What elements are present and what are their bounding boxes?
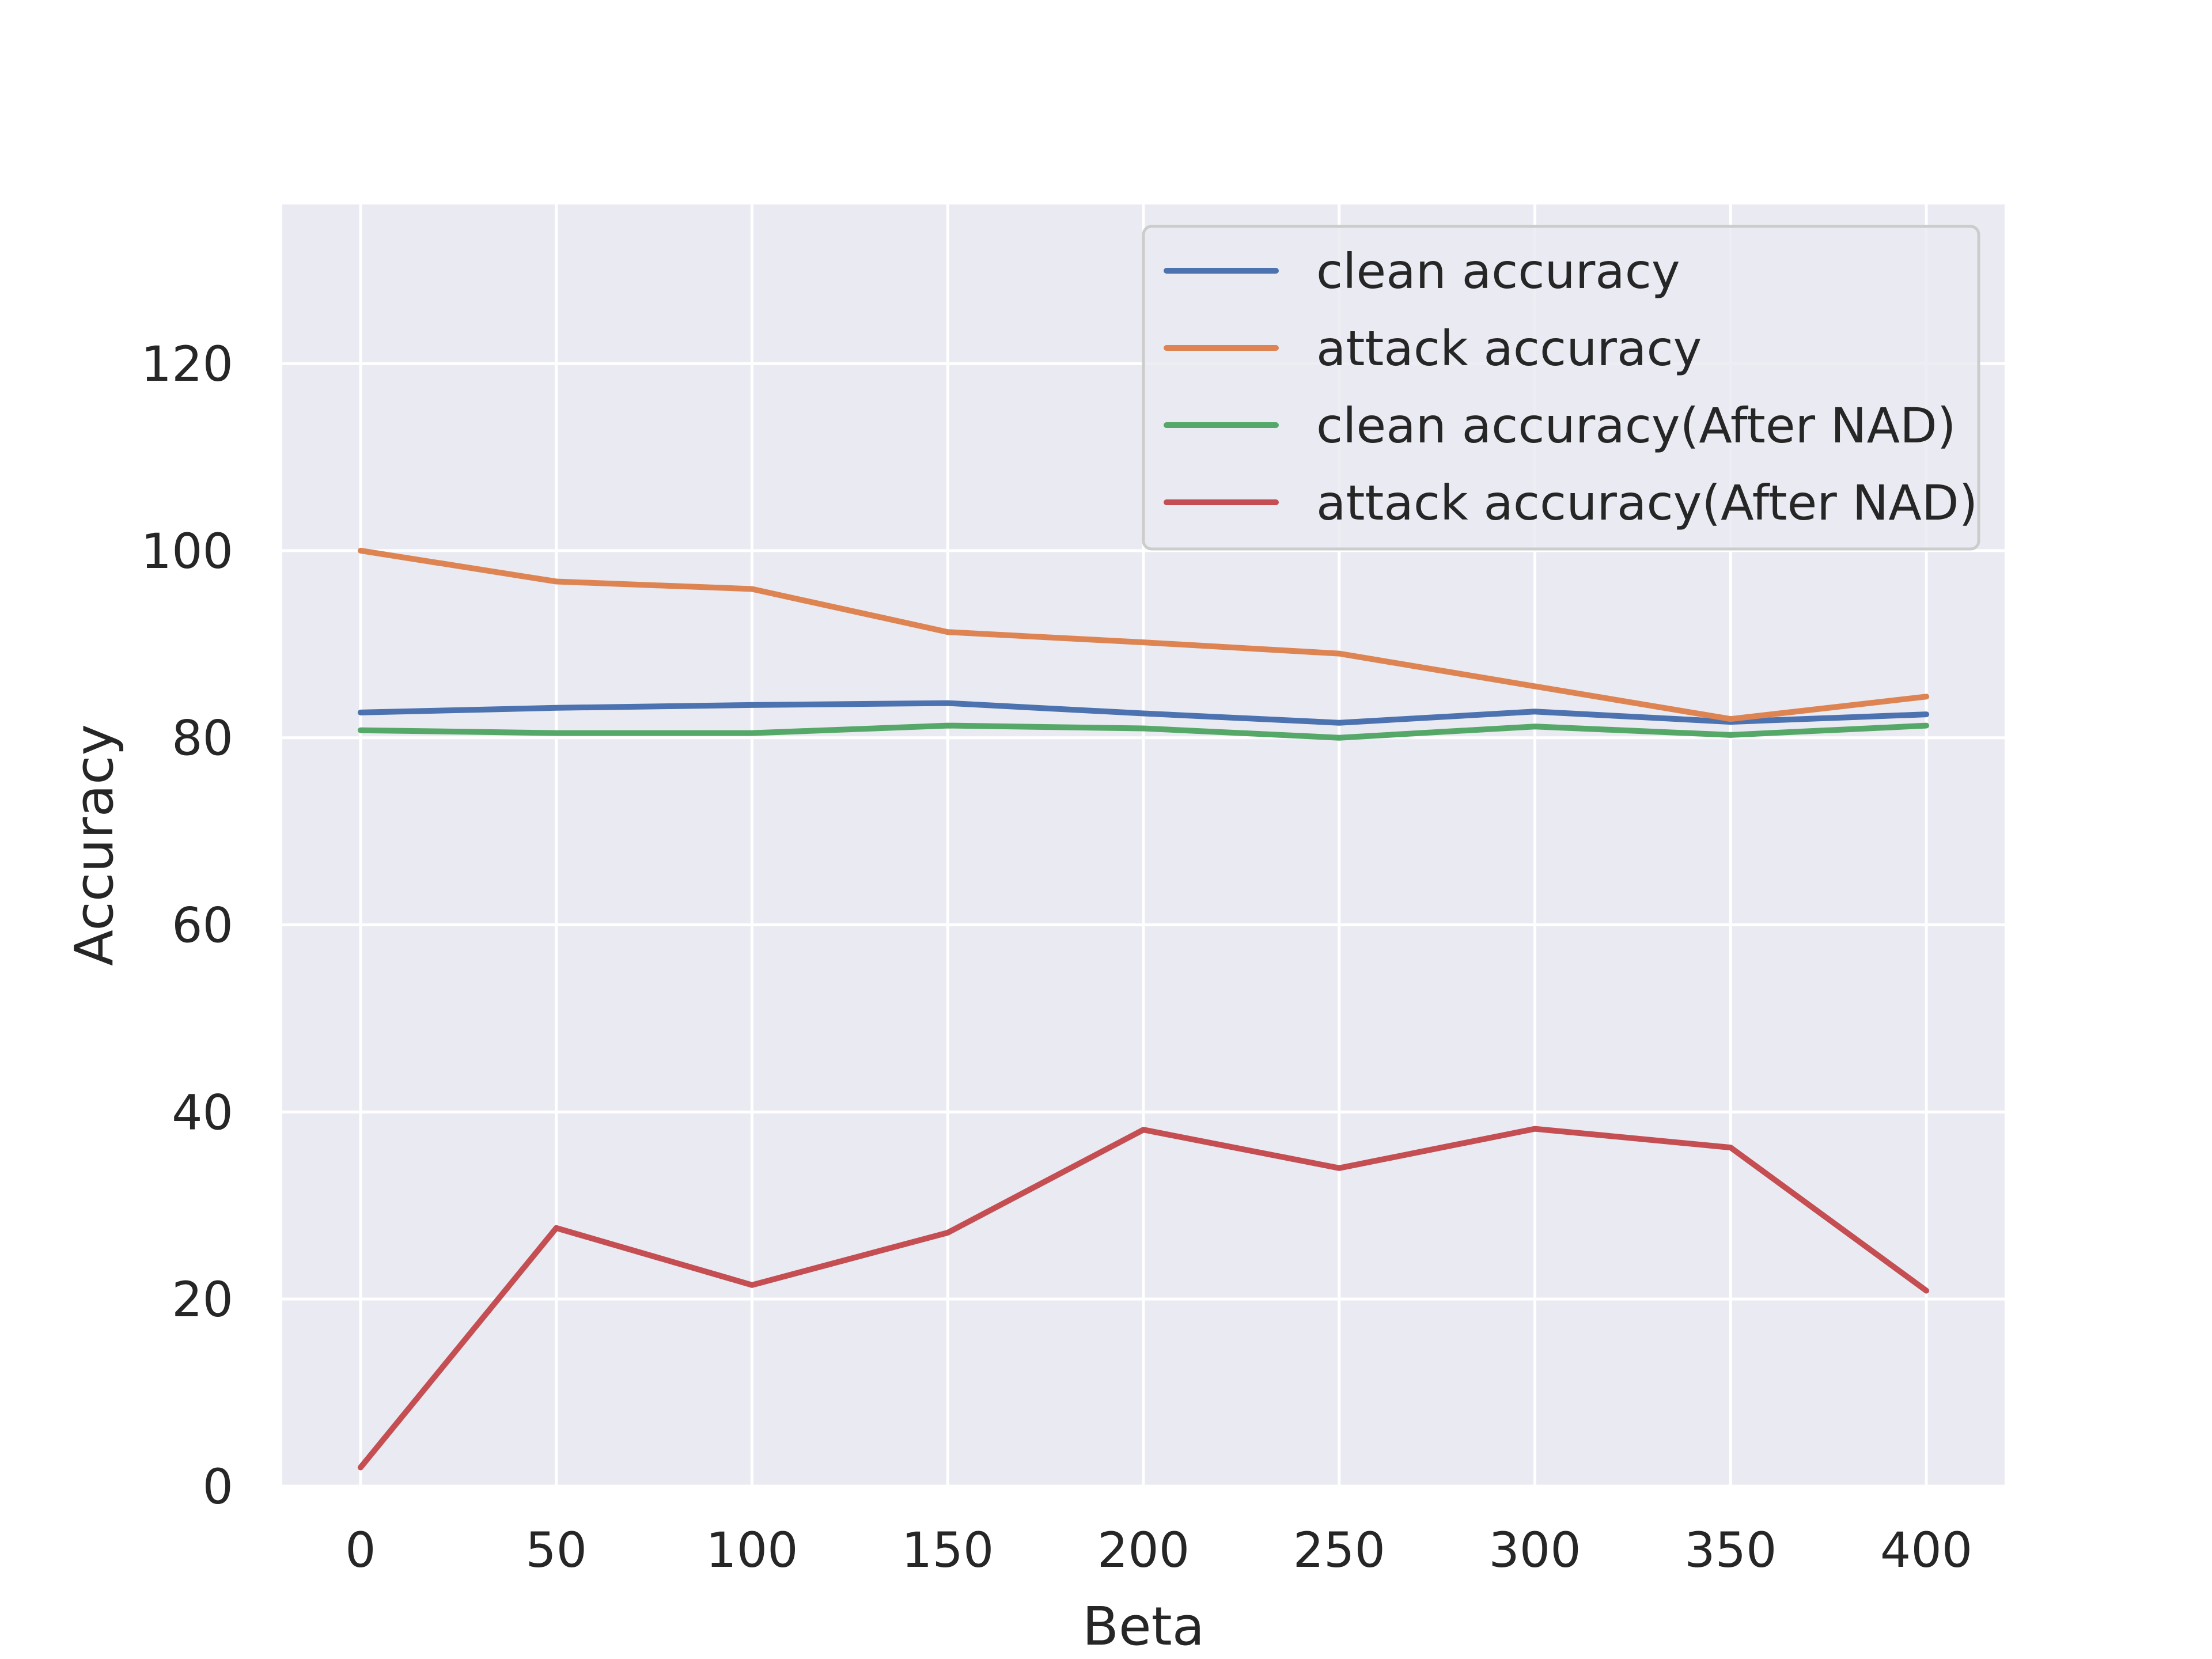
x-tick-label: 350 <box>1684 1522 1777 1578</box>
legend-label-2: attack accuracy <box>1316 320 1702 377</box>
y-tick-label: 0 <box>203 1459 233 1515</box>
series-line-4 <box>357 1126 1930 1471</box>
x-tick-label: 250 <box>1293 1522 1385 1578</box>
y-tick-label: 120 <box>141 336 233 392</box>
legend: clean accuracy attack accuracy clean accur… <box>1142 225 1980 551</box>
y-tick-label: 60 <box>172 897 233 954</box>
y-axis-label: Accuracy <box>63 724 125 966</box>
x-tick-label: 0 <box>345 1522 376 1578</box>
series-lines <box>357 547 1930 1471</box>
x-tick-label: 300 <box>1488 1522 1581 1578</box>
legend-label-4: attack accuracy(After NAD) <box>1316 475 1978 531</box>
x-tick-label: 150 <box>902 1522 994 1578</box>
x-tick-label: 50 <box>525 1522 587 1578</box>
tick-labels: 0 50 100 150 200 250 300 350 400 0 20 40 60 80 100 120 <box>141 336 1973 1578</box>
legend-label-3: clean accuracy(After NAD) <box>1316 397 1956 454</box>
y-tick-label: 20 <box>172 1271 233 1328</box>
x-tick-label: 100 <box>706 1522 798 1578</box>
x-tick-label: 400 <box>1880 1522 1972 1578</box>
legend-box <box>1142 225 1980 551</box>
x-tick-label: 200 <box>1097 1522 1190 1578</box>
x-axis-label: Beta <box>1082 1596 1205 1657</box>
y-tick-label: 80 <box>172 710 233 767</box>
y-tick-label: 40 <box>172 1084 233 1141</box>
y-tick-label: 100 <box>141 523 233 579</box>
series-line-3 <box>357 722 1930 741</box>
series-line-2 <box>357 547 1930 722</box>
legend-label-1: clean accuracy <box>1316 243 1680 300</box>
series-line-1 <box>357 700 1930 726</box>
